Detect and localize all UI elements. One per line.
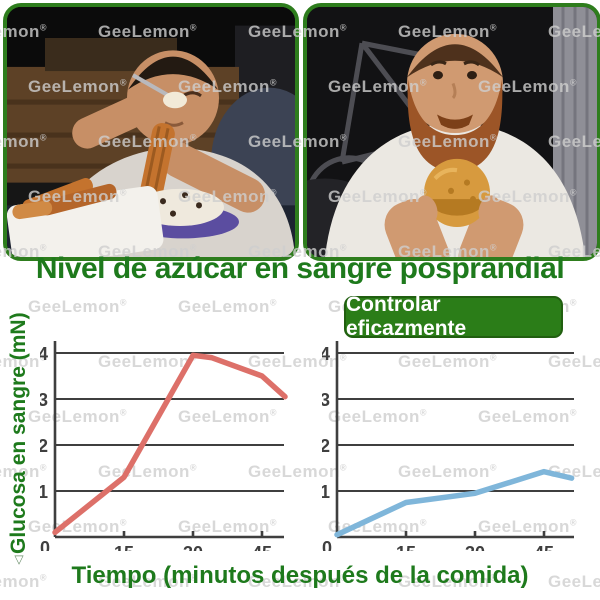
burger-photo-illustration [307,7,597,257]
svg-text:30: 30 [183,543,203,551]
svg-text:0: 0 [40,538,50,551]
left-chart-uncontrolled-glucose: 15 30 45 0 1 2 3 4 [40,341,288,551]
series-glucosa-sin-control [52,352,288,536]
svg-text:45: 45 [252,543,272,551]
spoon [132,73,170,98]
watermark-text: GeeLemon® [28,297,127,316]
burger [424,158,490,228]
svg-text:1: 1 [322,482,330,502]
svg-text:3: 3 [40,390,48,410]
churros-box [7,178,164,257]
svg-text:15: 15 [396,543,416,551]
svg-text:4: 4 [40,344,48,364]
svg-text:2: 2 [322,436,330,456]
svg-text:1: 1 [40,482,48,502]
photo-man-eating-churros [3,3,299,261]
y-axis-label: △ Glucosa en sangre (mN) [2,295,36,585]
cream-spoonful [163,91,187,109]
svg-text:45: 45 [534,543,554,551]
control-badge: Controlar eficazmente [344,293,563,340]
svg-text:3: 3 [322,390,330,410]
y-axis-label-text: Glucosa en sangre (mN) [7,312,30,554]
x-axis-label: Tiempo (minutos después de la comida) [71,562,529,589]
right-chart-controlled-glucose: 15 30 45 0 1 2 3 4 [322,341,575,551]
bearded-man [325,33,585,257]
svg-text:30: 30 [465,543,485,551]
svg-text:2: 2 [40,436,48,456]
photo-man-eating-burger [303,3,600,261]
svg-text:15: 15 [114,543,134,551]
series-glucosa-controlada [334,468,575,538]
svg-text:0: 0 [322,538,332,551]
beard [407,79,503,173]
svg-text:4: 4 [322,344,330,364]
watermark-text: GeeLemon® [178,297,277,316]
churros-photo-illustration [7,7,295,257]
page-title: Nivel de azúcar en sangre posprandial [35,252,565,285]
control-badge-label: Controlar eficazmente [346,293,467,340]
